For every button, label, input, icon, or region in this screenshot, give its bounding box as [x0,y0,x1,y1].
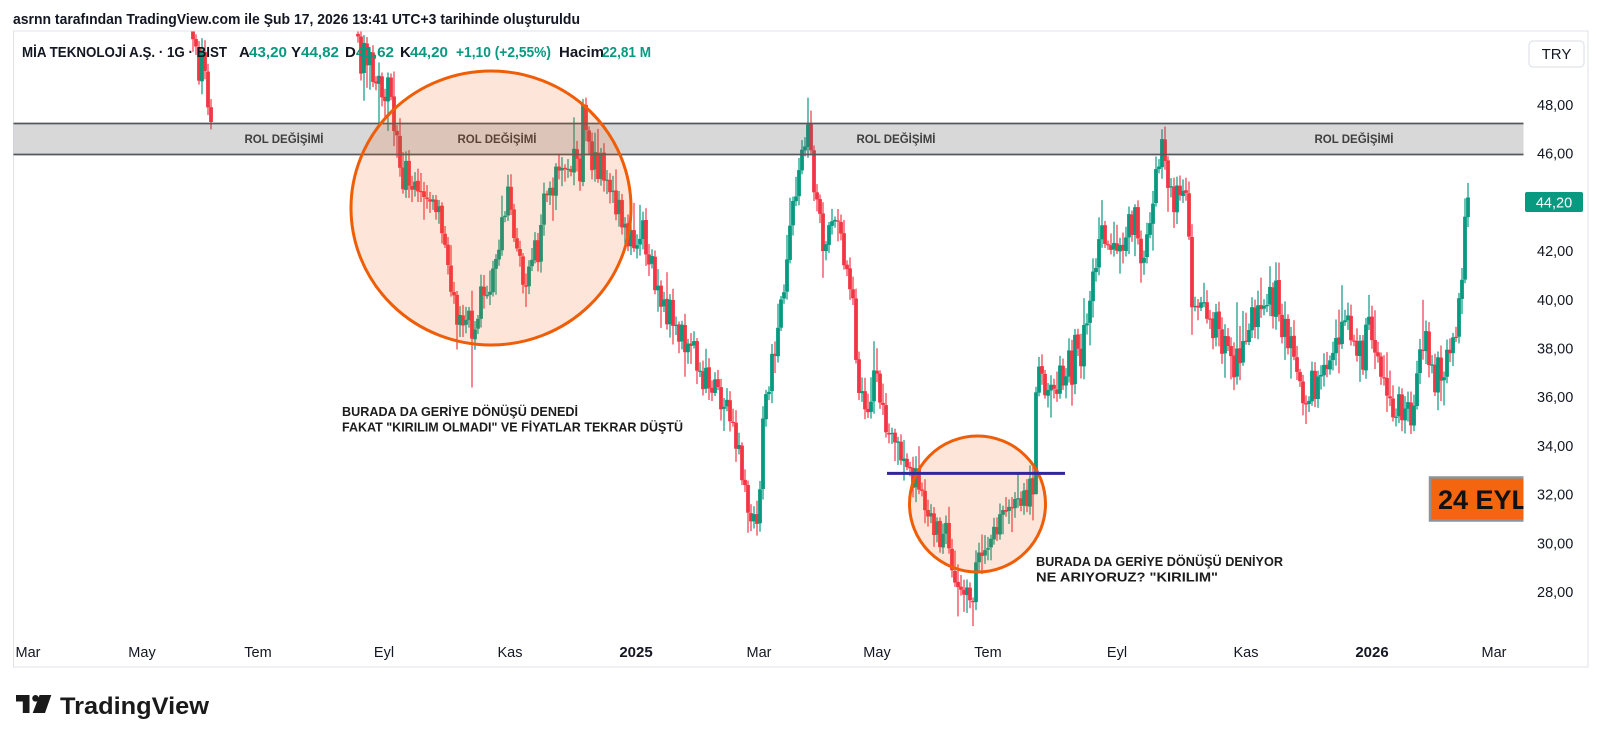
svg-text:32,00: 32,00 [1537,488,1573,504]
svg-text:22,81 M: 22,81 M [602,44,651,61]
svg-text:38,00: 38,00 [1537,342,1573,358]
svg-text:asrnn tarafından TradingView.c: asrnn tarafından TradingView.com ile Şub… [13,11,580,28]
svg-text:May: May [128,645,156,661]
svg-text:Mar: Mar [16,645,41,661]
svg-text:Mar: Mar [747,645,772,661]
svg-text:D: D [345,44,356,61]
svg-text:42,00: 42,00 [1537,244,1573,260]
svg-text:Eyl: Eyl [374,645,394,661]
svg-text:ROL DEĞİŞİMİ: ROL DEĞİŞİMİ [1314,133,1393,146]
svg-text:44,20: 44,20 [1536,196,1572,212]
svg-text:ROL DEĞİŞİMİ: ROL DEĞİŞİMİ [244,133,323,146]
svg-text:2026: 2026 [1355,644,1388,661]
svg-text:Y: Y [291,44,301,61]
svg-text:A: A [239,44,250,61]
svg-text:May: May [863,645,891,661]
svg-text:Tem: Tem [974,645,1001,661]
svg-text:BURADA DA GERİYE DÖNÜŞÜ DENİYO: BURADA DA GERİYE DÖNÜŞÜ DENİYOR [1036,554,1284,569]
svg-text:TRY: TRY [1542,46,1572,63]
svg-text:24 EYLÜL: 24 EYLÜL [1438,485,1564,515]
svg-text:Hacim: Hacim [559,44,604,61]
svg-text:FAKAT "KIRILIM OLMADI" VE FİYA: FAKAT "KIRILIM OLMADI" VE FİYATLAR TEKRA… [342,420,683,435]
svg-text:+1,10 (+2,55%): +1,10 (+2,55%) [456,44,551,61]
svg-text:43,20: 43,20 [249,44,287,61]
svg-text:Kas: Kas [1234,645,1259,661]
svg-text:44,20: 44,20 [410,44,448,61]
svg-text:40,00: 40,00 [1537,293,1573,309]
svg-text:ROL DEĞİŞİMİ: ROL DEĞİŞİMİ [856,133,935,146]
svg-text:K: K [400,44,411,61]
svg-text:MİA TEKNOLOJİ A.Ş. · 1G · BIST: MİA TEKNOLOJİ A.Ş. · 1G · BIST [22,44,227,61]
svg-text:36,00: 36,00 [1537,390,1573,406]
svg-text:BURADA DA GERİYE DÖNÜŞÜ DENEDİ: BURADA DA GERİYE DÖNÜŞÜ DENEDİ [342,404,578,419]
svg-text:Tem: Tem [244,645,271,661]
svg-text:NE ARIYORUZ? "KIRILIM": NE ARIYORUZ? "KIRILIM" [1036,570,1218,585]
svg-text:28,00: 28,00 [1537,585,1573,601]
svg-text:Eyl: Eyl [1107,645,1127,661]
svg-text:2025: 2025 [619,644,652,661]
svg-text:TradingView: TradingView [60,693,209,720]
svg-text:41,62: 41,62 [356,44,394,61]
svg-text:34,00: 34,00 [1537,439,1573,455]
svg-text:30,00: 30,00 [1537,536,1573,552]
svg-text:48,00: 48,00 [1537,98,1573,114]
svg-text:Mar: Mar [1482,645,1507,661]
svg-text:ROL DEĞİŞİMİ: ROL DEĞİŞİMİ [457,133,536,146]
svg-text:46,00: 46,00 [1537,147,1573,163]
svg-text:Kas: Kas [498,645,523,661]
svg-text:44,82: 44,82 [301,44,339,61]
